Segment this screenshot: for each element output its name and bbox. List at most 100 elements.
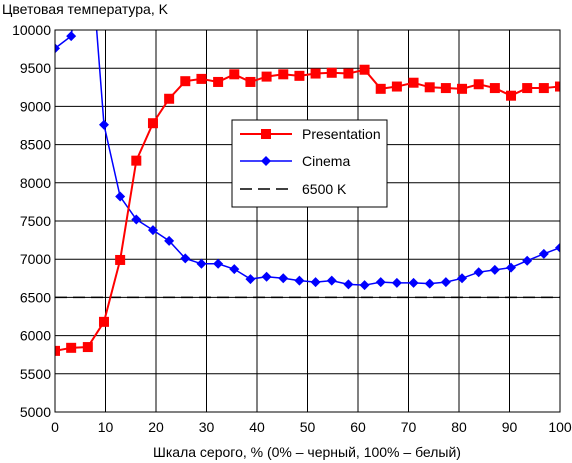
x-tick-label: 100 bbox=[548, 419, 572, 435]
data-point-presentation bbox=[245, 76, 256, 87]
data-point-cinema bbox=[391, 277, 402, 288]
legend-presentation-marker bbox=[261, 129, 271, 139]
data-point-presentation bbox=[473, 79, 484, 90]
data-point-presentation bbox=[278, 69, 289, 80]
data-point-presentation bbox=[213, 76, 224, 87]
data-point-presentation bbox=[229, 69, 240, 80]
legend-6500k-label: 6500 K bbox=[302, 181, 347, 197]
data-point-presentation bbox=[261, 71, 272, 82]
data-point-cinema bbox=[310, 277, 321, 288]
data-point-presentation bbox=[440, 83, 451, 94]
data-point-cinema bbox=[164, 235, 175, 246]
data-point-cinema bbox=[375, 277, 386, 288]
data-point-cinema bbox=[473, 267, 484, 278]
data-point-presentation bbox=[180, 76, 191, 87]
data-point-cinema bbox=[245, 274, 256, 285]
data-point-cinema bbox=[180, 253, 191, 264]
data-point-presentation bbox=[555, 81, 560, 92]
data-point-presentation bbox=[489, 83, 500, 94]
data-point-cinema bbox=[147, 225, 158, 236]
data-point-presentation bbox=[424, 82, 435, 93]
data-point-presentation bbox=[375, 83, 386, 94]
data-point-presentation bbox=[538, 83, 549, 94]
data-point-cinema bbox=[66, 31, 77, 42]
data-point-cinema bbox=[489, 264, 500, 275]
data-point-cinema bbox=[506, 262, 517, 273]
data-point-presentation bbox=[294, 70, 305, 81]
x-tick-label: 30 bbox=[199, 419, 215, 435]
data-point-cinema bbox=[131, 214, 142, 225]
y-tick-label: 9000 bbox=[20, 98, 51, 114]
y-tick-label: 5000 bbox=[20, 404, 51, 420]
plot-border bbox=[54, 29, 561, 413]
data-point-presentation bbox=[82, 342, 93, 353]
y-axis-title: Цветовая температура, K bbox=[2, 1, 169, 17]
x-tick-label: 90 bbox=[502, 419, 518, 435]
y-tick-label: 5500 bbox=[20, 366, 51, 382]
y-tick-label: 8500 bbox=[20, 137, 51, 153]
data-point-cinema bbox=[115, 191, 126, 202]
x-tick-label: 80 bbox=[451, 419, 467, 435]
data-point-presentation bbox=[66, 342, 77, 353]
x-tick-label: 10 bbox=[98, 419, 114, 435]
data-point-presentation bbox=[522, 83, 533, 94]
y-tick-label: 6500 bbox=[20, 289, 51, 305]
x-tick-label: 0 bbox=[51, 419, 59, 435]
data-point-cinema bbox=[261, 271, 272, 282]
data-point-presentation bbox=[164, 93, 175, 104]
data-point-presentation bbox=[408, 77, 419, 88]
legend-presentation-label: Presentation bbox=[302, 126, 381, 142]
data-point-cinema bbox=[555, 242, 560, 253]
data-point-presentation bbox=[391, 81, 402, 92]
data-point-cinema bbox=[343, 279, 354, 290]
y-tick-label: 7000 bbox=[20, 251, 51, 267]
y-tick-label: 10000 bbox=[12, 22, 51, 38]
data-point-cinema bbox=[424, 278, 435, 289]
data-point-presentation bbox=[310, 68, 321, 79]
x-tick-label: 20 bbox=[148, 419, 164, 435]
data-point-presentation bbox=[343, 68, 354, 79]
data-point-cinema bbox=[457, 273, 468, 284]
y-tick-label: 9500 bbox=[20, 60, 51, 76]
data-point-cinema bbox=[294, 275, 305, 286]
data-point-cinema bbox=[98, 119, 109, 130]
tick-labels: 5000 5500 6000 6500 7000 7500 8000 8500 9000 9500… bbox=[12, 22, 572, 435]
data-point-presentation bbox=[457, 83, 468, 94]
y-tick-label: 7500 bbox=[20, 213, 51, 229]
data-point-presentation bbox=[98, 316, 109, 327]
legend-cinema-marker bbox=[261, 156, 271, 166]
y-tick-label: 6000 bbox=[20, 328, 51, 344]
legend-cinema-label: Cinema bbox=[302, 153, 350, 169]
legend: Presentation Cinema 6500 K bbox=[231, 119, 388, 208]
data-point-presentation bbox=[55, 345, 60, 356]
y-tick-label: 8000 bbox=[20, 175, 51, 191]
data-point-presentation bbox=[131, 155, 142, 166]
series-layer bbox=[55, 30, 560, 356]
x-tick-label: 60 bbox=[350, 419, 366, 435]
data-point-cinema bbox=[538, 248, 549, 259]
data-point-cinema bbox=[278, 273, 289, 284]
x-axis-title: Шкала серого, % (0% – черный, 100% – бел… bbox=[153, 444, 461, 460]
data-point-presentation bbox=[326, 67, 337, 78]
data-point-cinema bbox=[326, 275, 337, 286]
data-point-presentation bbox=[147, 118, 158, 129]
x-tick-label: 70 bbox=[401, 419, 417, 435]
data-point-presentation bbox=[506, 90, 517, 101]
data-point-cinema bbox=[196, 258, 207, 269]
data-point-presentation bbox=[115, 254, 126, 265]
data-point-cinema bbox=[440, 277, 451, 288]
data-point-cinema bbox=[359, 280, 370, 291]
x-tick-label: 50 bbox=[300, 419, 316, 435]
series-presentation bbox=[55, 64, 560, 356]
series-cinema bbox=[55, 30, 560, 291]
data-point-cinema bbox=[213, 258, 224, 269]
data-point-cinema bbox=[55, 43, 60, 54]
data-point-cinema bbox=[408, 277, 419, 288]
data-point-presentation bbox=[359, 64, 370, 75]
data-point-presentation bbox=[196, 73, 207, 84]
x-tick-label: 40 bbox=[249, 419, 265, 435]
data-point-cinema bbox=[522, 255, 533, 266]
data-point-cinema bbox=[229, 264, 240, 275]
